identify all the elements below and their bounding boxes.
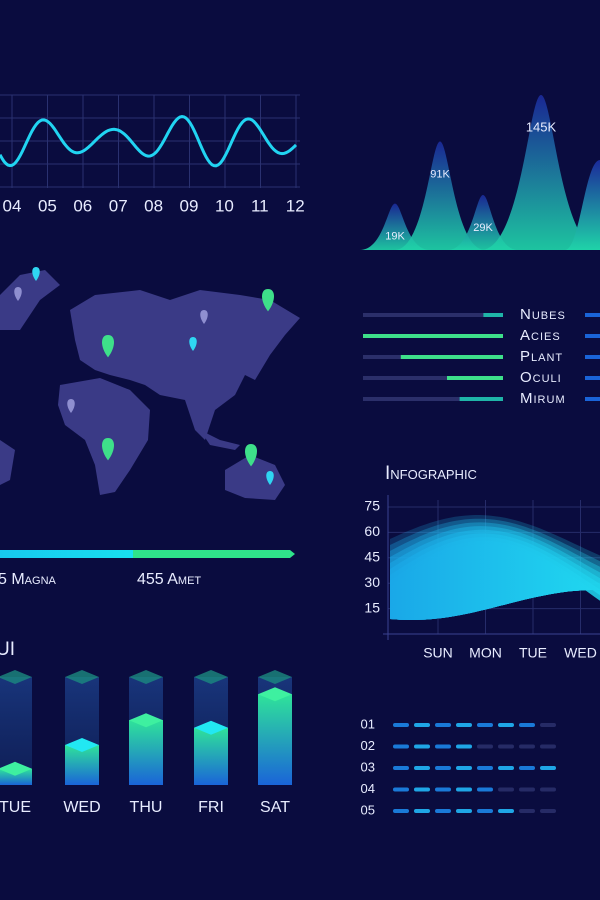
timeline-grid — [0, 94, 300, 188]
x-tick-label: 09 — [180, 196, 199, 215]
row-label: 05 — [361, 802, 375, 817]
bar — [258, 694, 292, 785]
y-tick-label: 45 — [364, 549, 380, 565]
x-tick-label: WED — [564, 645, 597, 661]
column-top — [129, 670, 163, 684]
bar-track — [363, 397, 503, 401]
pin — [262, 289, 274, 312]
x-tick-label: 06 — [73, 196, 92, 215]
pin — [200, 310, 208, 324]
progress-label: 5 Magna — [0, 571, 57, 588]
row-label: 03 — [361, 759, 375, 774]
bar-top — [129, 713, 163, 728]
x-tick-label: 08 — [144, 196, 163, 215]
peak — [448, 195, 518, 250]
bar-fill — [447, 376, 503, 380]
column-top — [194, 670, 228, 684]
pin — [102, 438, 114, 461]
column-top — [0, 670, 32, 684]
x-tick-label: 05 — [38, 196, 57, 215]
row-label: 01 — [361, 716, 375, 731]
progress-segment — [133, 550, 290, 558]
pin — [245, 444, 257, 467]
bar-track — [363, 376, 503, 380]
x-tick-label: TUE — [519, 645, 547, 661]
pin — [189, 337, 197, 351]
peak-label: 19K — [385, 231, 405, 243]
peak — [360, 203, 430, 250]
column-top — [258, 670, 292, 684]
bar-label: Mirum — [520, 390, 566, 407]
row-label: 04 — [361, 781, 375, 796]
bar-fill — [483, 313, 503, 317]
bar-track — [363, 313, 503, 317]
bar-fill — [459, 397, 503, 401]
y-tick-label: 15 — [364, 599, 380, 615]
peak-label: 145K — [526, 119, 557, 134]
pin — [266, 471, 274, 485]
peak — [481, 95, 600, 250]
progress-tip — [290, 550, 295, 558]
x-tick-label: MON — [469, 645, 502, 661]
bar-top — [194, 720, 228, 735]
pin — [102, 335, 114, 358]
bar-top — [65, 738, 99, 753]
peak-label: 29K — [473, 222, 493, 234]
progress-bar — [0, 550, 295, 558]
x-tick-label: WED — [63, 799, 100, 816]
x-tick-label: FRI — [198, 799, 224, 816]
bar-top — [258, 687, 292, 702]
bar-label: Plant — [520, 348, 563, 365]
x-tick-label: TUE — [0, 799, 31, 816]
y-tick-label: 30 — [364, 574, 380, 590]
x-tick-label: 07 — [109, 196, 128, 215]
week-title: UI — [0, 639, 15, 660]
world-map — [0, 270, 300, 500]
column-top — [65, 670, 99, 684]
wave-band — [390, 544, 600, 620]
y-tick-label: 60 — [364, 523, 380, 539]
bar-fill — [363, 334, 503, 338]
progress-segment — [0, 550, 133, 558]
x-tick-label: 04 — [3, 196, 22, 215]
x-tick-label: 11 — [251, 196, 269, 215]
peak-cut — [565, 160, 600, 250]
bar-label: Acies — [520, 327, 561, 344]
row-label: 02 — [361, 738, 375, 753]
pin — [67, 399, 75, 413]
bar — [129, 720, 163, 785]
peak — [395, 141, 485, 250]
progress-label: 455 Amet — [137, 571, 201, 588]
y-tick-label: 75 — [364, 498, 380, 514]
bar-top — [0, 761, 32, 776]
cut-bars — [585, 313, 600, 401]
pin — [14, 287, 22, 301]
bar-fill — [400, 355, 503, 359]
x-tick-label: 12 — [286, 196, 305, 215]
timeline-wave — [0, 114, 298, 168]
x-tick-label: SAT — [260, 799, 290, 816]
peak-label: 91K — [430, 168, 450, 180]
bar-label: Oculi — [520, 369, 562, 386]
bar — [194, 727, 228, 785]
x-tick-label: 10 — [215, 196, 234, 215]
x-tick-label: SUN — [423, 645, 453, 661]
map-pins — [14, 267, 274, 485]
x-tick-label: THU — [130, 799, 163, 816]
bar-label: Nubes — [520, 306, 566, 323]
pin — [32, 267, 40, 281]
infographic-title: Infographic — [385, 463, 477, 484]
